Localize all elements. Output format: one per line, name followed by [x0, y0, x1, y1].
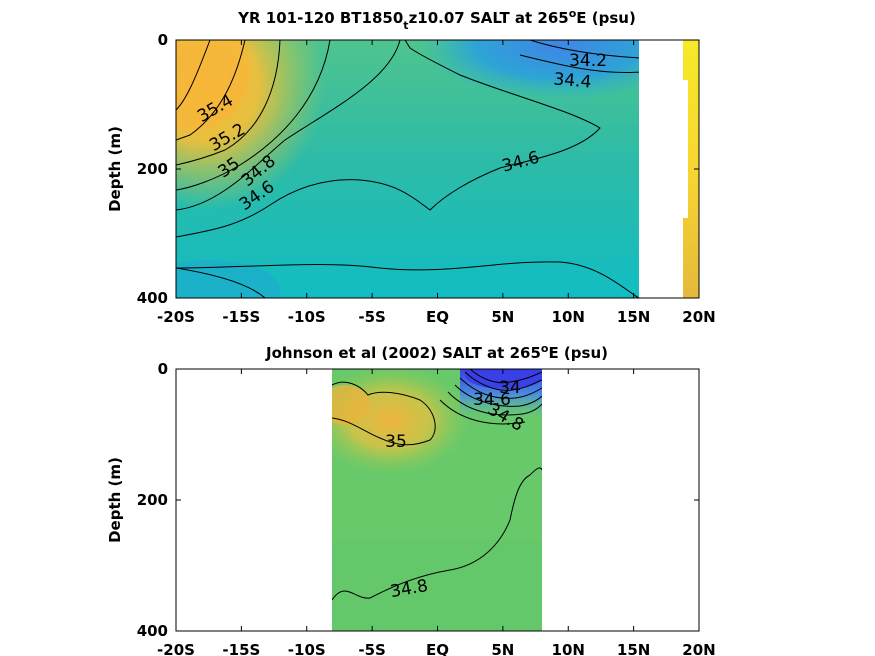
panel-2: Johnson et al (2002) SALT at 265oE (psu): [106, 342, 716, 656]
contour-label: 34.2: [569, 51, 607, 71]
panel-1-contours: [176, 40, 639, 298]
panel-1-y-ticks: 0 200 400: [137, 31, 699, 307]
y-tick-label: 400: [137, 289, 168, 307]
panel-1: YR 101-120 BT1850tz10.07 SALT at 265oE (…: [106, 7, 716, 326]
x-tick-label: EQ: [426, 641, 449, 656]
contour-label: 35: [385, 432, 407, 452]
panel-2-y-ticks: 0 200 400: [137, 360, 699, 640]
x-tick-label: -10S: [288, 641, 326, 656]
panel-2-title: Johnson et al (2002) SALT at 265oE (psu): [265, 342, 608, 362]
contour-label: 34.6: [473, 390, 511, 410]
x-tick-label: 10N: [552, 641, 585, 656]
panel-2-contour-labels: 35 34.8 34.6 34.8 34: [385, 378, 527, 602]
x-tick-label: EQ: [426, 308, 449, 326]
panel-1-title: YR 101-120 BT1850tz10.07 SALT at 265oE (…: [237, 7, 636, 32]
panel-2-contours: [332, 369, 542, 601]
panel-2-x-ticks: -20S -15S -10S -5S EQ 5N 10N 15N 20N: [157, 369, 716, 656]
y-tick-label: 400: [137, 622, 168, 640]
x-tick-label: -15S: [222, 308, 260, 326]
x-tick-label: 5N: [491, 308, 514, 326]
x-tick-label: -5S: [358, 308, 385, 326]
panel-1-x-ticks: -20S -15S -10S -5S EQ 5N 10N 15N 20N: [157, 40, 716, 326]
x-tick-label: 15N: [617, 641, 650, 656]
panel-2-y-axis-label: Depth (m): [106, 457, 124, 543]
panel-1-y-axis-label: Depth (m): [106, 126, 124, 212]
y-tick-label: 200: [137, 491, 168, 509]
x-tick-label: 20N: [682, 641, 715, 656]
x-tick-label: -10S: [288, 308, 326, 326]
y-tick-label: 0: [158, 31, 168, 49]
y-tick-label: 0: [158, 360, 168, 378]
x-tick-label: 10N: [552, 308, 585, 326]
x-tick-label: 20N: [682, 308, 715, 326]
panel-1-field: [176, 40, 699, 298]
contour-label: 34.4: [553, 69, 592, 92]
x-tick-label: 5N: [491, 641, 514, 656]
contour-label: 34: [499, 378, 521, 398]
x-tick-label: -20S: [157, 641, 195, 656]
x-tick-label: 15N: [617, 308, 650, 326]
x-tick-label: -20S: [157, 308, 195, 326]
panel-2-field: [332, 369, 542, 631]
y-tick-label: 200: [137, 160, 168, 178]
x-tick-label: -15S: [222, 641, 260, 656]
x-tick-label: -5S: [358, 641, 385, 656]
